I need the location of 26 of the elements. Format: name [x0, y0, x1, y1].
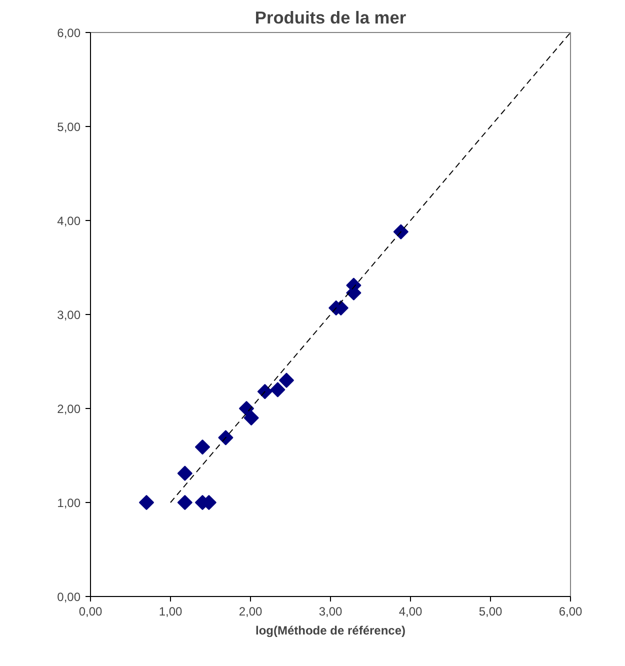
- x-tick-label: 2,00: [238, 604, 263, 618]
- x-tick-label: 0,00: [78, 604, 103, 618]
- y-tick-label: 1,00: [57, 496, 81, 510]
- x-tick-label: 3,00: [318, 604, 343, 618]
- y-tick-label: 6,00: [57, 26, 81, 40]
- point: [278, 372, 294, 388]
- y-tick-label: 2,00: [57, 402, 81, 416]
- x-tick-label: 5,00: [478, 604, 503, 618]
- point: [393, 224, 408, 240]
- y-tick-label: 3,00: [57, 308, 81, 322]
- x-axis-title: log(Méthode de référence): [255, 624, 406, 638]
- point: [218, 430, 234, 446]
- point: [177, 494, 192, 510]
- point: [194, 439, 210, 455]
- point: [244, 410, 259, 426]
- chart-title: Produits de la mer: [254, 8, 406, 28]
- point: [257, 384, 272, 400]
- y-tick-label: 5,00: [57, 120, 81, 134]
- y-tick-label: 0,00: [57, 590, 81, 604]
- x-tick-label: 4,00: [398, 604, 423, 618]
- point: [138, 494, 154, 510]
- y-tick-label: 4,00: [57, 214, 81, 228]
- point: [270, 382, 286, 398]
- point: [177, 466, 192, 481]
- x-tick-label: 1,00: [158, 604, 183, 618]
- x-tick-label: 6,00: [558, 604, 583, 618]
